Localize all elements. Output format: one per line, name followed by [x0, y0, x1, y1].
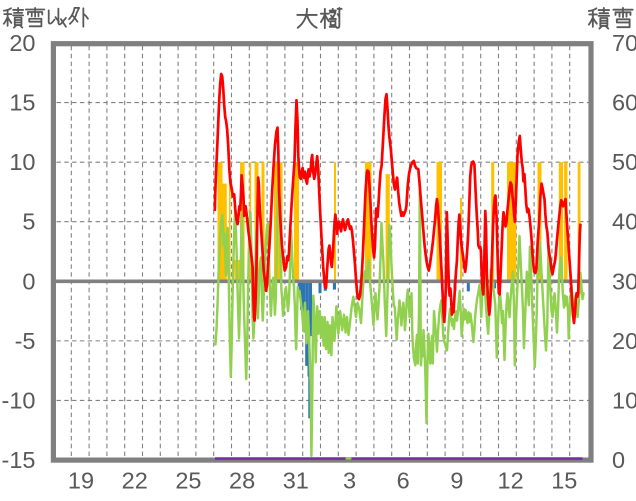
svg-text:0: 0: [612, 447, 625, 473]
svg-text:30: 30: [612, 268, 636, 294]
svg-text:9: 9: [450, 468, 463, 494]
svg-text:10: 10: [9, 149, 35, 175]
svg-text:6: 6: [397, 468, 410, 494]
svg-text:12: 12: [498, 468, 524, 494]
svg-text:15: 15: [551, 468, 577, 494]
svg-text:19: 19: [68, 468, 94, 494]
svg-text:60: 60: [612, 90, 636, 116]
svg-text:20: 20: [612, 328, 636, 354]
svg-text:10: 10: [612, 387, 636, 413]
svg-text:-15: -15: [2, 447, 36, 473]
svg-text:50: 50: [612, 149, 636, 175]
svg-text:0: 0: [22, 268, 35, 294]
svg-text:3: 3: [343, 468, 356, 494]
svg-text:40: 40: [612, 209, 636, 235]
svg-text:-10: -10: [2, 387, 36, 413]
svg-text:15: 15: [9, 90, 35, 116]
svg-text:25: 25: [175, 468, 201, 494]
svg-text:70: 70: [612, 30, 636, 56]
svg-text:5: 5: [22, 209, 35, 235]
svg-text:22: 22: [122, 468, 148, 494]
svg-text:28: 28: [229, 468, 255, 494]
svg-text:31: 31: [283, 468, 309, 494]
svg-text:20: 20: [9, 30, 35, 56]
svg-text:-5: -5: [15, 328, 36, 354]
